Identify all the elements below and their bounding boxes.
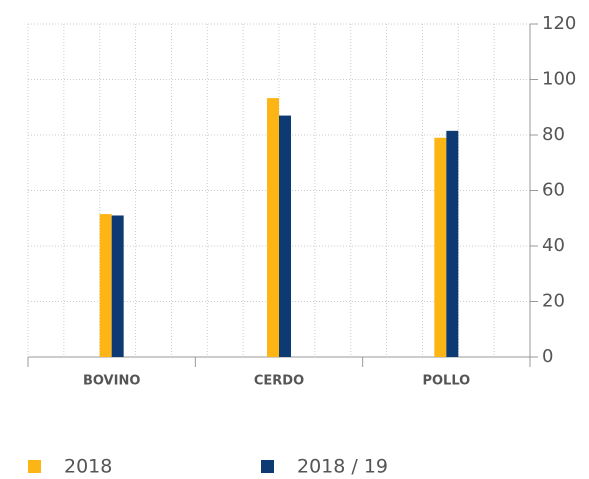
bar <box>111 215 124 357</box>
bar <box>267 98 279 357</box>
bar <box>99 214 112 357</box>
bar <box>446 130 459 357</box>
y-tick-label: 120 <box>542 13 576 34</box>
x-tick-label: BOVINO <box>83 374 140 389</box>
y-tick-label: 60 <box>542 180 565 201</box>
x-tick-label: CERDO <box>254 374 304 389</box>
y-tick-label: 80 <box>542 124 565 145</box>
legend-label: 2018 <box>64 456 112 478</box>
legend-swatch <box>28 460 41 473</box>
y-tick-label: 20 <box>542 291 565 312</box>
bar <box>279 115 291 357</box>
y-tick-label: 40 <box>542 235 565 256</box>
legend-label: 2018 / 19 <box>297 456 388 478</box>
y-tick-label: 100 <box>542 69 576 90</box>
bar <box>434 137 447 357</box>
legend-swatch <box>261 460 274 473</box>
y-tick-label: 0 <box>542 346 553 367</box>
x-tick-label: POLLO <box>422 374 470 389</box>
